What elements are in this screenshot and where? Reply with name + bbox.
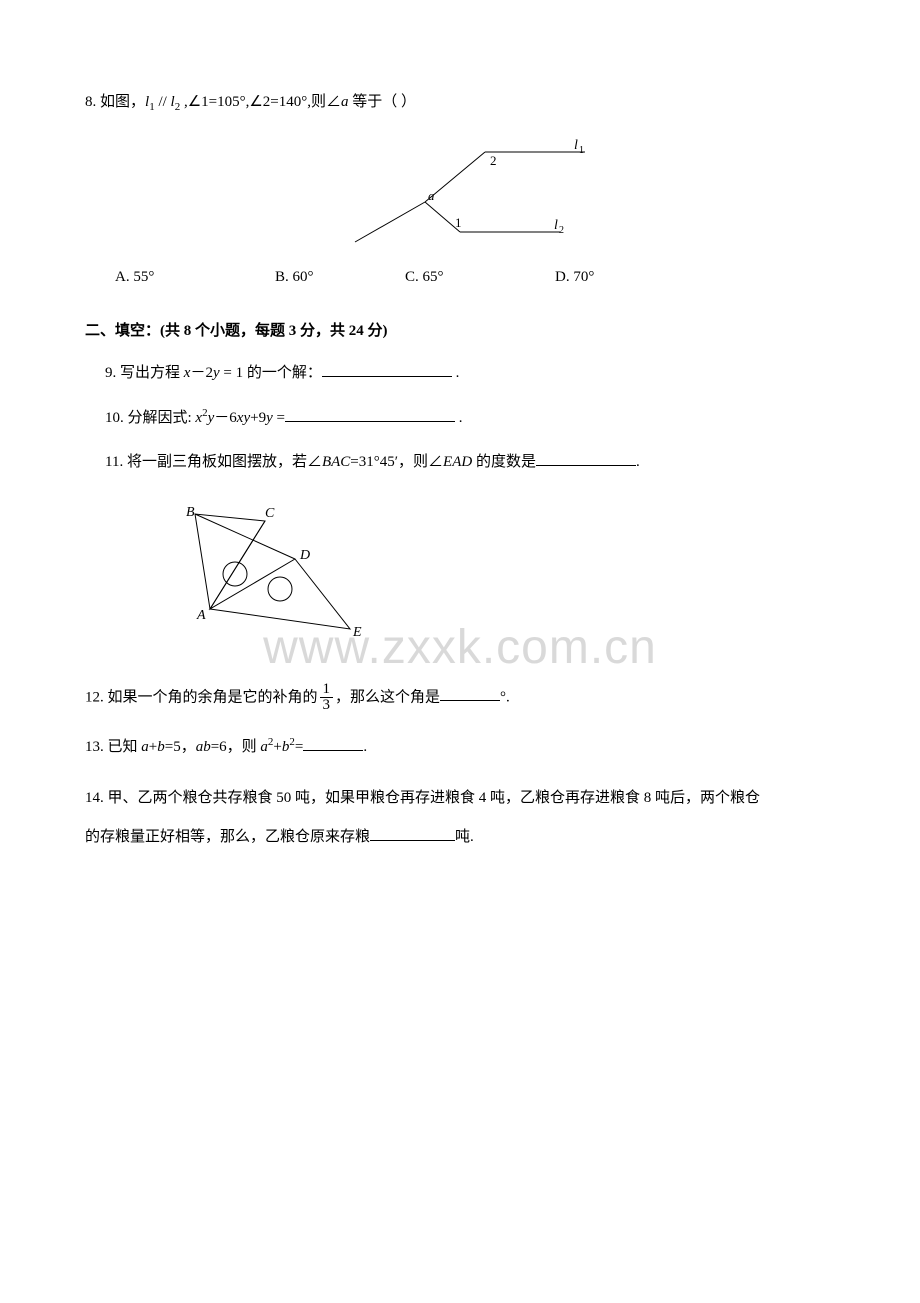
q9-stem: 9. 写出方程 x－2y = 1 的一个解： . (85, 361, 835, 385)
q11-blank (536, 451, 636, 466)
q10-e3: xy (237, 410, 250, 426)
q8-fig-l1-sub: 1 (579, 145, 584, 156)
q13-a: a (141, 739, 149, 755)
q8-options: A. 55° B. 60° C. 65° D. 70° (85, 265, 835, 289)
q11-text3: 的度数是 (472, 454, 536, 470)
q11-period: . (636, 454, 640, 470)
q10-stem: 10. 分解因式: x2y－6xy+9y = . (85, 405, 835, 430)
q8-opt-c: C. 65° (405, 265, 555, 289)
q12-fraction: 13 (320, 682, 334, 715)
q8-opt-d: D. 70° (555, 265, 594, 289)
q12-frac-num: 1 (320, 682, 334, 699)
q11-stem: 11. 将一副三角板如图摆放，若∠BAC=31°45′，则∠EAD 的度数是. (85, 450, 835, 474)
q10-e4: y (266, 410, 273, 426)
q9-period: . (452, 365, 460, 381)
q11-fig-B: B (186, 505, 195, 520)
q11-fig-A: A (196, 608, 206, 623)
q13-ab: ab (196, 739, 211, 755)
q8-fig-l2: l (554, 218, 558, 233)
q12-text1: 12. 如果一个角的余角是它的补角的 (85, 689, 318, 705)
q12-text3: °. (500, 689, 510, 705)
q11-bac: BAC (322, 454, 350, 470)
q10-blank (285, 407, 455, 422)
q13-text1: 13. 已知 (85, 739, 141, 755)
q11-ead: EAD (443, 454, 472, 470)
q8-fig-l2-sub: 2 (559, 225, 564, 236)
q12-frac-den: 3 (320, 698, 334, 714)
q13-plus2: + (273, 739, 281, 755)
q9-rest: = 1 的一个解： (220, 365, 322, 381)
q8-stem: 8. 如图，l1 // l2 ,∠1=105°,∠2=140°,则∠a 等于（ … (85, 90, 835, 117)
q8-figure: 2 1 a l 1 l 2 (85, 137, 835, 255)
section2-title: 二、填空：(共 8 个小题，每题 3 分，共 24 分) (85, 319, 835, 343)
q14-stem: 14. 甲、乙两个粮仓共存粮食 50 吨，如果甲粮仓再存进粮食 4 吨，乙粮仓再… (85, 779, 835, 857)
q8-opt-a: A. 55° (115, 265, 275, 289)
q8-fig-ang2: 2 (490, 153, 497, 168)
q13-plus1: + (149, 739, 157, 755)
q8-fig-l1: l (574, 138, 578, 153)
q10-plus: +9 (250, 410, 266, 426)
q8-rest2: 等于（ ） (349, 94, 417, 110)
q8-rest: ,∠1=105°,∠2=140°,则∠ (180, 94, 341, 110)
q8-ang: a (341, 94, 349, 110)
q12-stem: 12. 如果一个角的余角是它的补角的13，那么这个角是 °. (85, 682, 835, 715)
q13-blank (303, 736, 363, 751)
q14-line1: 14. 甲、乙两个粮仓共存粮食 50 吨，如果甲粮仓再存进粮食 4 吨，乙粮仓再… (85, 790, 760, 806)
q14-line2a: 的存粮量正好相等，那么，乙粮仓原来存粮 (85, 829, 370, 845)
q13-eq6: =6，则 (211, 739, 261, 755)
q11-text2: =31°45′，则∠ (350, 454, 443, 470)
q10-period: . (455, 410, 463, 426)
q13-stem: 13. 已知 a+b=5，ab=6，则 a2+b2=. (85, 734, 835, 759)
q10-prefix: 10. 分解因式: (105, 410, 195, 426)
q8-parallel: // (155, 94, 171, 110)
q8-fig-ang-a: a (428, 188, 435, 203)
q8-fig-ang1: 1 (455, 215, 462, 230)
q11-text1: 11. 将一副三角板如图摆放，若∠ (105, 454, 322, 470)
q13-a2: a (260, 739, 268, 755)
q10-minus: －6 (214, 410, 237, 426)
q14-line2b: 吨. (455, 829, 474, 845)
q13-period: . (363, 739, 367, 755)
q11-fig-D: D (299, 548, 310, 563)
q12-blank (440, 686, 500, 701)
q14-blank (370, 826, 455, 841)
q8-opt-b: B. 60° (275, 265, 405, 289)
q13-b: b (157, 739, 165, 755)
q10-eq: = (273, 410, 285, 426)
q11-fig-E: E (352, 625, 362, 640)
q11-figure: B C D E A (175, 504, 835, 652)
q13-eq: = (295, 739, 303, 755)
q9-y: y (213, 365, 220, 381)
q11-fig-C: C (265, 506, 275, 521)
q12-text2: ，那么这个角是 (335, 689, 440, 705)
q9-prefix: 9. 写出方程 (105, 365, 184, 381)
q8-prefix: 8. 如图， (85, 94, 145, 110)
q9-dash: －2 (190, 365, 213, 381)
q9-blank (322, 362, 452, 377)
q13-eq5: =5， (165, 739, 196, 755)
